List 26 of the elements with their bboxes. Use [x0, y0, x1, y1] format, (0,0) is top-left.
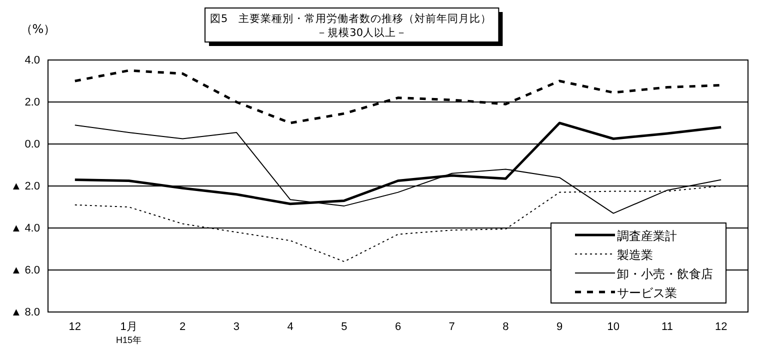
x-tick-label: 8	[502, 321, 509, 333]
y-tick-label: 4.0	[24, 54, 40, 67]
y-tick-label: ▲ 8.0	[10, 306, 40, 319]
x-tick-label: 10	[607, 321, 620, 333]
chart-subtitle: －規模30人以上－	[316, 26, 408, 39]
x-tick-label: 2	[180, 321, 186, 333]
legend-label: 製造業	[617, 248, 653, 262]
legend-label: 卸・小売・飲食店	[617, 267, 713, 281]
y-tick-label: ▲ 6.0	[10, 264, 40, 277]
x-tick-label: 7	[448, 321, 455, 333]
y-axis-title: （%）	[20, 22, 56, 36]
x-tick-label: 5	[341, 321, 348, 333]
x-tick-label: 4	[287, 321, 294, 333]
y-tick-label: 0.0	[24, 138, 40, 151]
x-tick-label: 9	[556, 321, 563, 333]
y-tick-label: ▲ 4.0	[10, 222, 40, 235]
y-tick-label: 2.0	[24, 96, 40, 109]
chart-title: 図5 主要業種別・常用労働者数の推移（対前年同月比）	[210, 12, 492, 25]
x-tick-label: 6	[394, 321, 402, 333]
legend-label: 調査産業計	[617, 229, 677, 243]
x-tick-label: 11	[662, 321, 673, 333]
x-tick-label: 12	[68, 321, 82, 333]
legend-label: サービス業	[617, 286, 677, 300]
x-tick-label: 12	[714, 321, 728, 333]
x-tick-label: 3	[233, 321, 240, 333]
y-tick-label: ▲ 2.0	[10, 180, 40, 193]
